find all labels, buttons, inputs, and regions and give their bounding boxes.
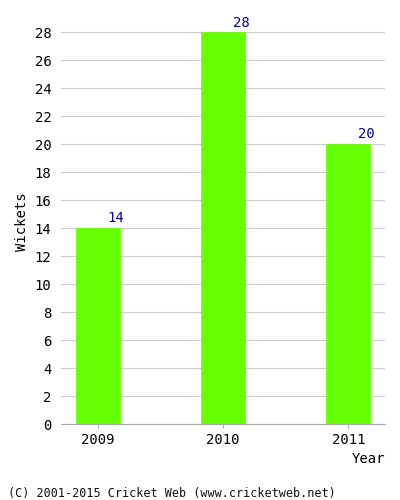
Bar (201, 32, 245, 424)
Text: Year: Year (352, 452, 385, 466)
Y-axis label: Wickets: Wickets (15, 192, 29, 250)
Text: 14: 14 (108, 212, 124, 226)
Text: 20: 20 (358, 128, 375, 141)
Text: 28: 28 (233, 16, 250, 30)
Text: (C) 2001-2015 Cricket Web (www.cricketweb.net): (C) 2001-2015 Cricket Web (www.cricketwe… (8, 488, 336, 500)
Bar (76, 228, 120, 424)
Bar (326, 144, 370, 424)
